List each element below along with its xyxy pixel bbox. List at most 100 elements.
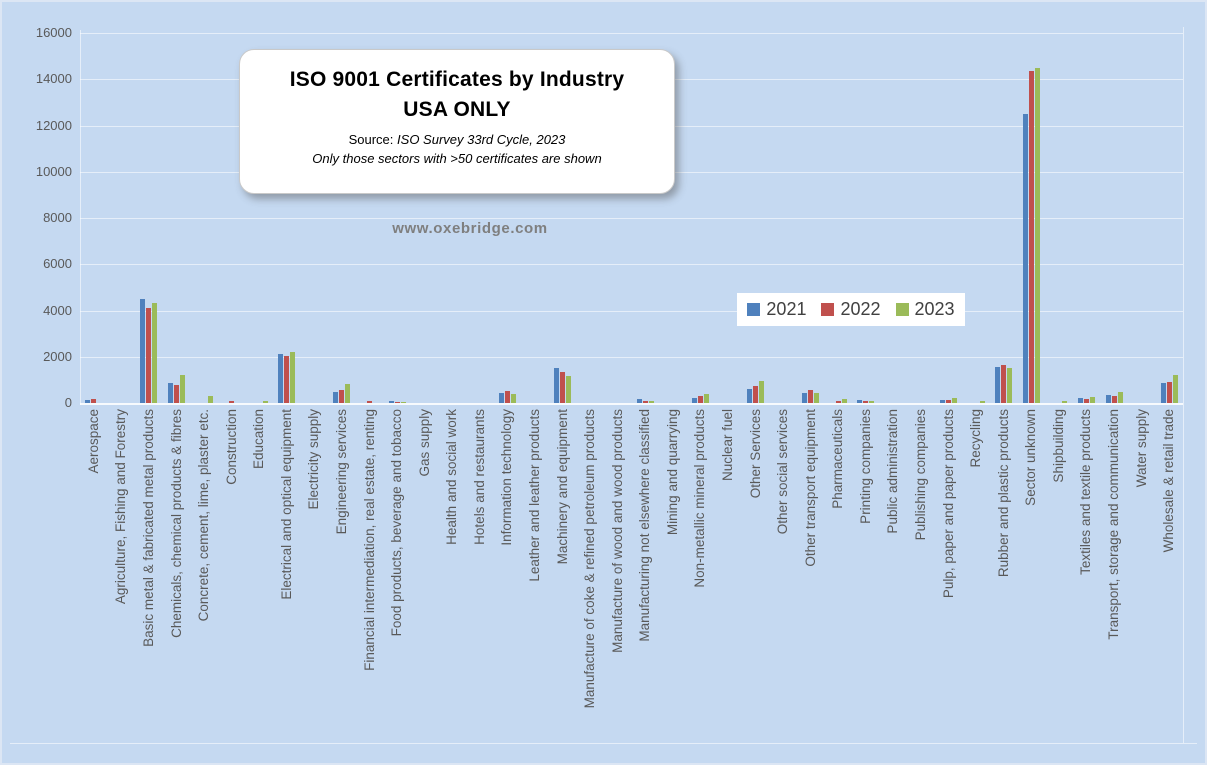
- bar-group: [636, 33, 654, 403]
- bar-group: [554, 33, 572, 403]
- bar-2021: [1022, 113, 1028, 403]
- x-axis-category-label: Gas supply: [416, 409, 432, 477]
- bar-2023: [152, 303, 158, 403]
- bar-2023: [510, 394, 516, 403]
- bar-2021: [85, 399, 91, 403]
- x-axis-category-label: Public administration: [885, 409, 901, 534]
- bar-2022: [229, 400, 235, 403]
- chart-bottom-border: [10, 743, 1197, 744]
- x-axis-category-label: Rubber and plastic products: [995, 409, 1011, 578]
- y-axis-tick-label: 4000: [43, 302, 72, 318]
- bar-group: [940, 33, 958, 403]
- chart-title-box: ISO 9001 Certificates by Industry USA ON…: [239, 49, 675, 194]
- bar-group: [498, 33, 516, 403]
- bar-2021: [1077, 397, 1083, 403]
- y-axis-line: [80, 30, 81, 405]
- source-text: ISO Survey 33rd Cycle, 2023: [397, 132, 566, 147]
- bar-group: [112, 33, 130, 403]
- x-axis-category-label: Manufacture of wood and wood products: [609, 409, 625, 653]
- bar-2021: [388, 400, 394, 403]
- bar-2022: [1001, 365, 1007, 403]
- bar-2022: [91, 398, 97, 403]
- x-axis-category-label: Hotels and restaurants: [471, 409, 487, 545]
- bar-group: [719, 33, 737, 403]
- bar-group: [829, 33, 847, 403]
- source-label: Source:: [348, 132, 394, 147]
- bar-2023: [566, 375, 572, 403]
- bar-group: [388, 33, 406, 403]
- x-axis-category-label: Transport, storage and communication: [1106, 409, 1122, 640]
- y-axis-tick-label: 2000: [43, 348, 72, 364]
- bar-2022: [697, 396, 703, 403]
- x-axis-category-label: Chemicals, chemical products & fibres: [168, 409, 184, 638]
- chart-title: ISO 9001 Certificates by Industry: [289, 68, 625, 91]
- bar-group: [361, 33, 379, 403]
- x-axis-category-label: Electrical and optical equipment: [278, 409, 294, 600]
- x-axis-category-label: Other transport equipment: [802, 409, 818, 567]
- bar-group: [1050, 33, 1068, 403]
- bar-2022: [146, 307, 152, 403]
- gridline: [80, 264, 1183, 266]
- bar-group: [747, 33, 765, 403]
- bar-2023: [180, 375, 185, 403]
- bar-2022: [1166, 381, 1172, 403]
- legend-label-2022: 2022: [840, 299, 881, 319]
- x-axis-category-label: Pharmaceuticals: [830, 409, 846, 509]
- x-axis-category-label: Electricity supply: [306, 409, 322, 510]
- x-axis-category-label: Water supply: [1133, 409, 1149, 488]
- bar-group: [857, 33, 875, 403]
- y-axis-tick-label: 14000: [35, 71, 72, 87]
- bar-2022: [835, 401, 841, 403]
- bar-2023: [1062, 400, 1068, 403]
- x-axis-category-label: Shipbuilding: [1050, 409, 1066, 483]
- bar-2021: [140, 298, 146, 403]
- bar-group: [250, 33, 268, 403]
- bar-group: [967, 33, 985, 403]
- y-axis-tick-label: 16000: [35, 25, 72, 40]
- bar-2021: [333, 392, 339, 403]
- bar-group: [85, 33, 103, 403]
- x-axis-category-label: Aerospace: [85, 409, 101, 474]
- bar-2023: [345, 384, 351, 403]
- gridline: [80, 356, 1183, 358]
- bar-2022: [339, 390, 345, 403]
- bar-group: [223, 33, 241, 403]
- bar-2022: [504, 391, 510, 403]
- bar-2023: [952, 397, 958, 403]
- bar-2023: [703, 393, 709, 403]
- x-axis-category-label: Other Services: [747, 409, 763, 499]
- bar-group: [774, 33, 792, 403]
- chart-subtitle: USA ONLY: [403, 98, 511, 121]
- bar-group: [802, 33, 820, 403]
- bar-group: [1077, 33, 1095, 403]
- bar-group: [1022, 33, 1040, 403]
- bar-2022: [863, 400, 869, 403]
- chart-source: Source: ISO Survey 33rd Cycle, 2023: [240, 130, 674, 149]
- chart-note: Only those sectors with >50 certificates…: [312, 151, 602, 166]
- bar-group: [168, 33, 186, 403]
- bar-2022: [394, 401, 400, 403]
- x-axis-line: [80, 403, 1183, 405]
- bar-2021: [1105, 395, 1111, 403]
- bar-2022: [174, 384, 179, 403]
- y-axis-tick-label: 12000: [35, 117, 72, 133]
- bar-group: [884, 33, 902, 403]
- y-axis-tick-label: 10000: [35, 163, 72, 179]
- x-axis-category-label: Financial intermediation, real estate, r…: [361, 409, 377, 671]
- gridline: [80, 218, 1183, 219]
- x-axis-category-label: Non-metallic mineral products: [692, 409, 708, 588]
- bar-2023: [207, 396, 213, 403]
- bar-2021: [168, 382, 173, 403]
- bar-2023: [979, 401, 985, 403]
- x-axis-category-label: Printing companies: [857, 409, 873, 524]
- bar-group: [1160, 33, 1178, 403]
- x-axis-category-label: Nuclear fuel: [720, 409, 735, 482]
- y-axis-tick-label: 0: [64, 395, 72, 410]
- bar-2023: [814, 392, 820, 403]
- bar-group: [278, 33, 296, 403]
- x-axis-category-label: Food products, beverage and tobacco: [389, 409, 405, 637]
- x-axis-category-label: Manufacturing not elsewhere classified: [637, 409, 653, 642]
- bar-2021: [554, 367, 560, 403]
- x-axis-category-label: Manufacture of coke & refined petroleum …: [582, 409, 598, 709]
- legend-swatch-2022: [821, 303, 835, 316]
